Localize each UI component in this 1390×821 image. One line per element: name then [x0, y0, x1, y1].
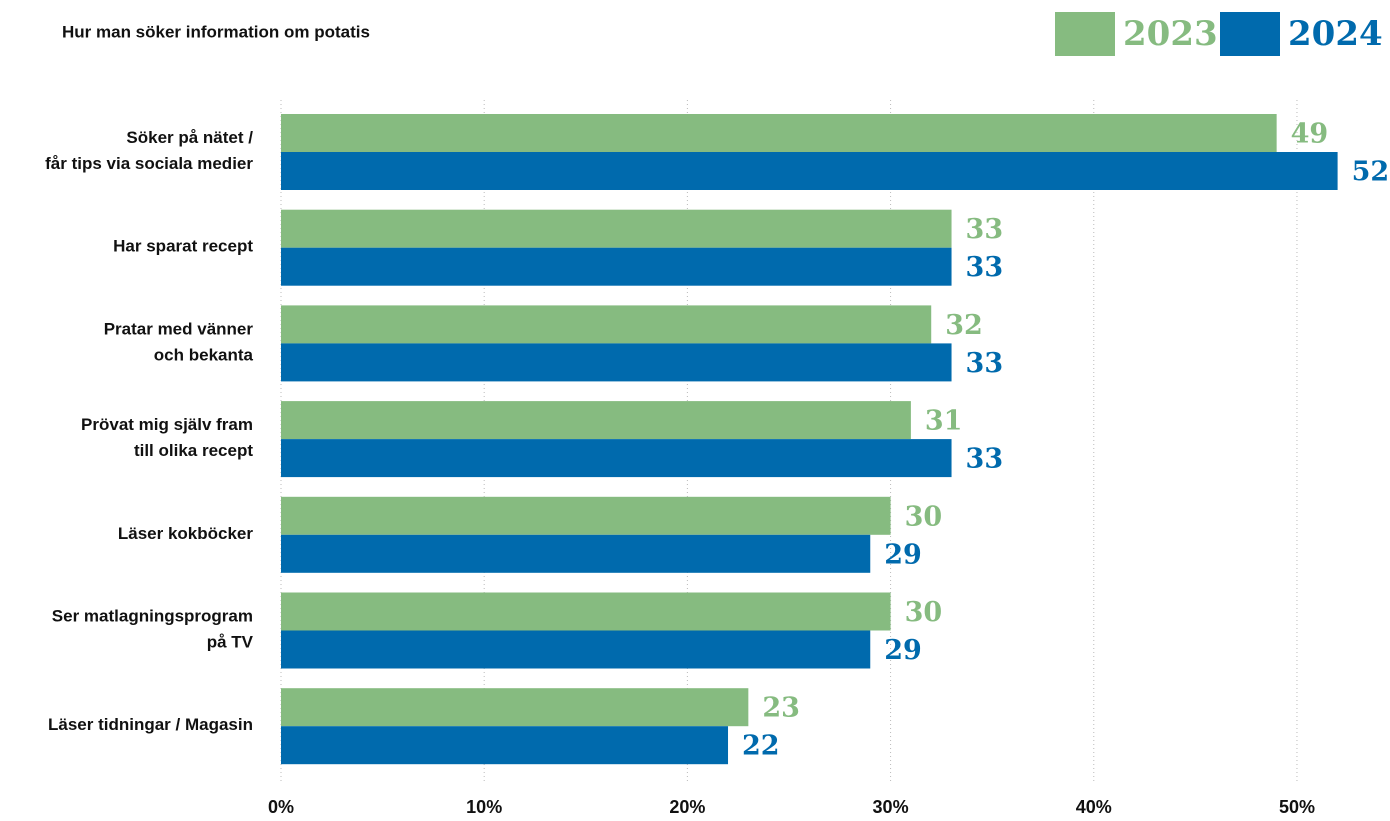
value-label: 33 [966, 214, 1004, 245]
category-line: Har sparat recept [113, 237, 253, 256]
category-label: Prövat mig själv fram till olika recept [81, 416, 253, 461]
category-line: får tips via sociala medier [45, 154, 253, 173]
bar [281, 209, 952, 248]
category-label: Läser kokböcker [118, 524, 254, 543]
x-tick-label: 20% [669, 797, 705, 817]
value-label: 31 [925, 406, 963, 437]
value-label: 52 [1352, 157, 1390, 188]
bar [281, 496, 891, 535]
value-label: 22 [742, 731, 780, 762]
bar [281, 534, 871, 573]
bar [281, 688, 749, 727]
bar [281, 401, 911, 440]
category-line: på TV [207, 633, 254, 652]
category-line: till olika recept [134, 442, 253, 461]
category-label: Pratar med vänner och bekanta [104, 320, 254, 365]
category-line: Läser kokböcker [118, 524, 254, 543]
value-label: 29 [884, 635, 922, 666]
value-label: 33 [966, 252, 1004, 283]
bar [281, 726, 729, 765]
bar [281, 152, 1338, 190]
category-line: och bekanta [154, 346, 254, 365]
x-tick-label: 0% [268, 797, 294, 817]
value-label: 32 [945, 310, 983, 341]
category-line: Prövat mig själv fram [81, 416, 253, 435]
value-label: 33 [966, 348, 1004, 379]
value-label: 30 [905, 597, 943, 628]
legend-swatch [1220, 12, 1280, 56]
bar [281, 630, 871, 669]
x-tick-label: 10% [466, 797, 502, 817]
legend-label: 2024 [1288, 14, 1383, 54]
category-label: Söker på nätet / får tips via sociala med… [45, 128, 253, 173]
value-label: 23 [762, 693, 800, 724]
category-line: Söker på nätet / [126, 128, 253, 147]
bar [281, 305, 932, 344]
bar [281, 439, 952, 478]
category-line: Läser tidningar / Magasin [48, 716, 253, 735]
x-tick-label: 50% [1279, 797, 1315, 817]
category-line: Pratar med vänner [104, 320, 254, 339]
legend-swatch [1055, 12, 1115, 56]
category-label: Har sparat recept [113, 237, 253, 256]
category-line: Ser matlagningsprogram [52, 607, 253, 626]
value-label: 30 [905, 501, 943, 532]
bar [281, 247, 952, 286]
x-tick-label: 40% [1076, 797, 1112, 817]
legend-label: 2023 [1123, 14, 1218, 54]
chart-title: Hur man söker information om potatis [62, 22, 370, 41]
bar [281, 592, 891, 631]
category-label: Ser matlagningsprogram på TV [52, 607, 254, 652]
value-label: 49 [1291, 119, 1329, 150]
bar [281, 343, 952, 382]
category-label: Läser tidningar / Magasin [48, 716, 253, 735]
bar [281, 114, 1277, 152]
value-label: 29 [884, 539, 922, 570]
x-tick-label: 30% [873, 797, 909, 817]
value-label: 33 [966, 444, 1004, 475]
